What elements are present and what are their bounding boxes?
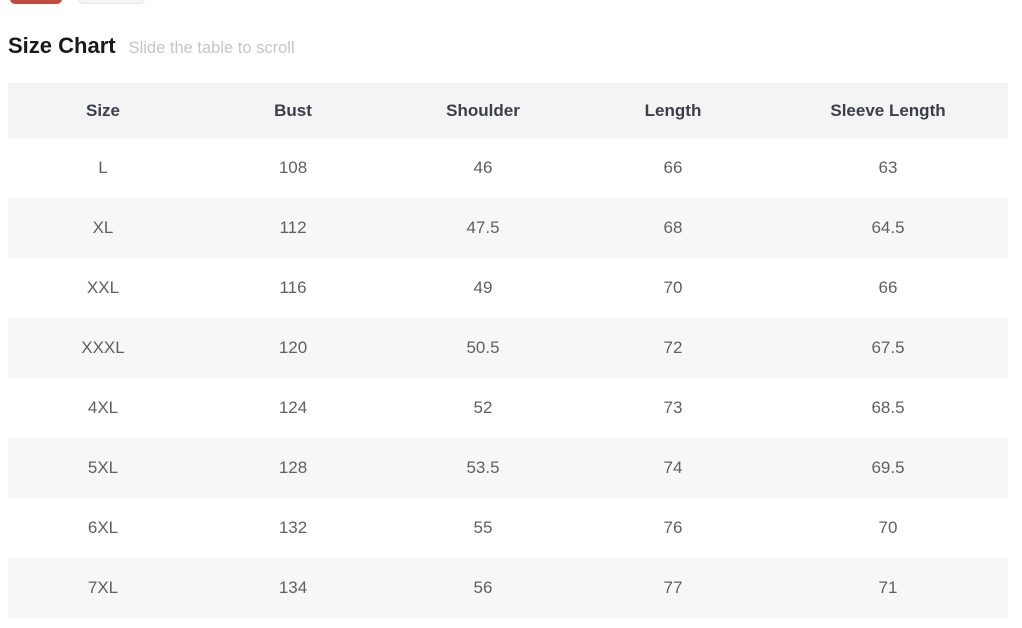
size-chart-scroll-area[interactable]: Size Bust Shoulder Length Sleeve Length L 108… [8,83,1008,618]
column-header-bust: Bust [198,83,388,138]
column-header-length: Length [578,83,768,138]
page-title: Size Chart [8,33,116,58]
cell-value: 134 [198,558,388,618]
cell-value: 68.5 [768,378,1008,438]
cell-size: 5XL [8,438,198,498]
table-row: 6XL 132 55 76 70 [8,498,1008,558]
cell-value: 69.5 [768,438,1008,498]
size-chart-table: Size Bust Shoulder Length Sleeve Length L 108… [8,83,1008,618]
cell-value: 72 [578,318,768,378]
cell-value: 124 [198,378,388,438]
cell-value: 53.5 [388,438,578,498]
table-row: 4XL 124 52 73 68.5 [8,378,1008,438]
table-row: XXXL 120 50.5 72 67.5 [8,318,1008,378]
table-header-row: Size Bust Shoulder Length Sleeve Length [8,83,1008,138]
cell-value: 112 [198,198,388,258]
cell-value: 46 [388,138,578,198]
cell-size: 7XL [8,558,198,618]
cell-size: XL [8,198,198,258]
cell-size: XXXL [8,318,198,378]
size-chart-header: Size Chart Slide the table to scroll [8,33,295,59]
table-row: L 108 46 66 63 [8,138,1008,198]
cell-value: 70 [768,498,1008,558]
cell-value: 63 [768,138,1008,198]
cell-value: 116 [198,258,388,318]
column-header-size: Size [8,83,198,138]
cell-value: 49 [388,258,578,318]
cell-value: 77 [578,558,768,618]
table-row: XXL 116 49 70 66 [8,258,1008,318]
cell-value: 76 [578,498,768,558]
cell-value: 132 [198,498,388,558]
cell-size: L [8,138,198,198]
cell-value: 71 [768,558,1008,618]
cell-value: 108 [198,138,388,198]
table-row: 5XL 128 53.5 74 69.5 [8,438,1008,498]
option-button-red[interactable] [10,0,62,4]
cell-size: 6XL [8,498,198,558]
table-row: 7XL 134 56 77 71 [8,558,1008,618]
cell-value: 74 [578,438,768,498]
cell-value: 120 [198,318,388,378]
cell-value: 56 [388,558,578,618]
column-header-sleeve-length: Sleeve Length [768,83,1008,138]
scroll-hint: Slide the table to scroll [128,39,295,57]
cell-value: 52 [388,378,578,438]
cell-size: XXL [8,258,198,318]
cell-value: 55 [388,498,578,558]
cell-value: 68 [578,198,768,258]
table-row: XL 112 47.5 68 64.5 [8,198,1008,258]
cell-value: 47.5 [388,198,578,258]
cell-value: 50.5 [388,318,578,378]
cell-value: 70 [578,258,768,318]
cell-value: 128 [198,438,388,498]
cell-value: 66 [768,258,1008,318]
cell-value: 73 [578,378,768,438]
option-button-gray[interactable] [78,0,145,4]
cell-value: 66 [578,138,768,198]
cell-value: 64.5 [768,198,1008,258]
cell-value: 67.5 [768,318,1008,378]
column-header-shoulder: Shoulder [388,83,578,138]
cell-size: 4XL [8,378,198,438]
